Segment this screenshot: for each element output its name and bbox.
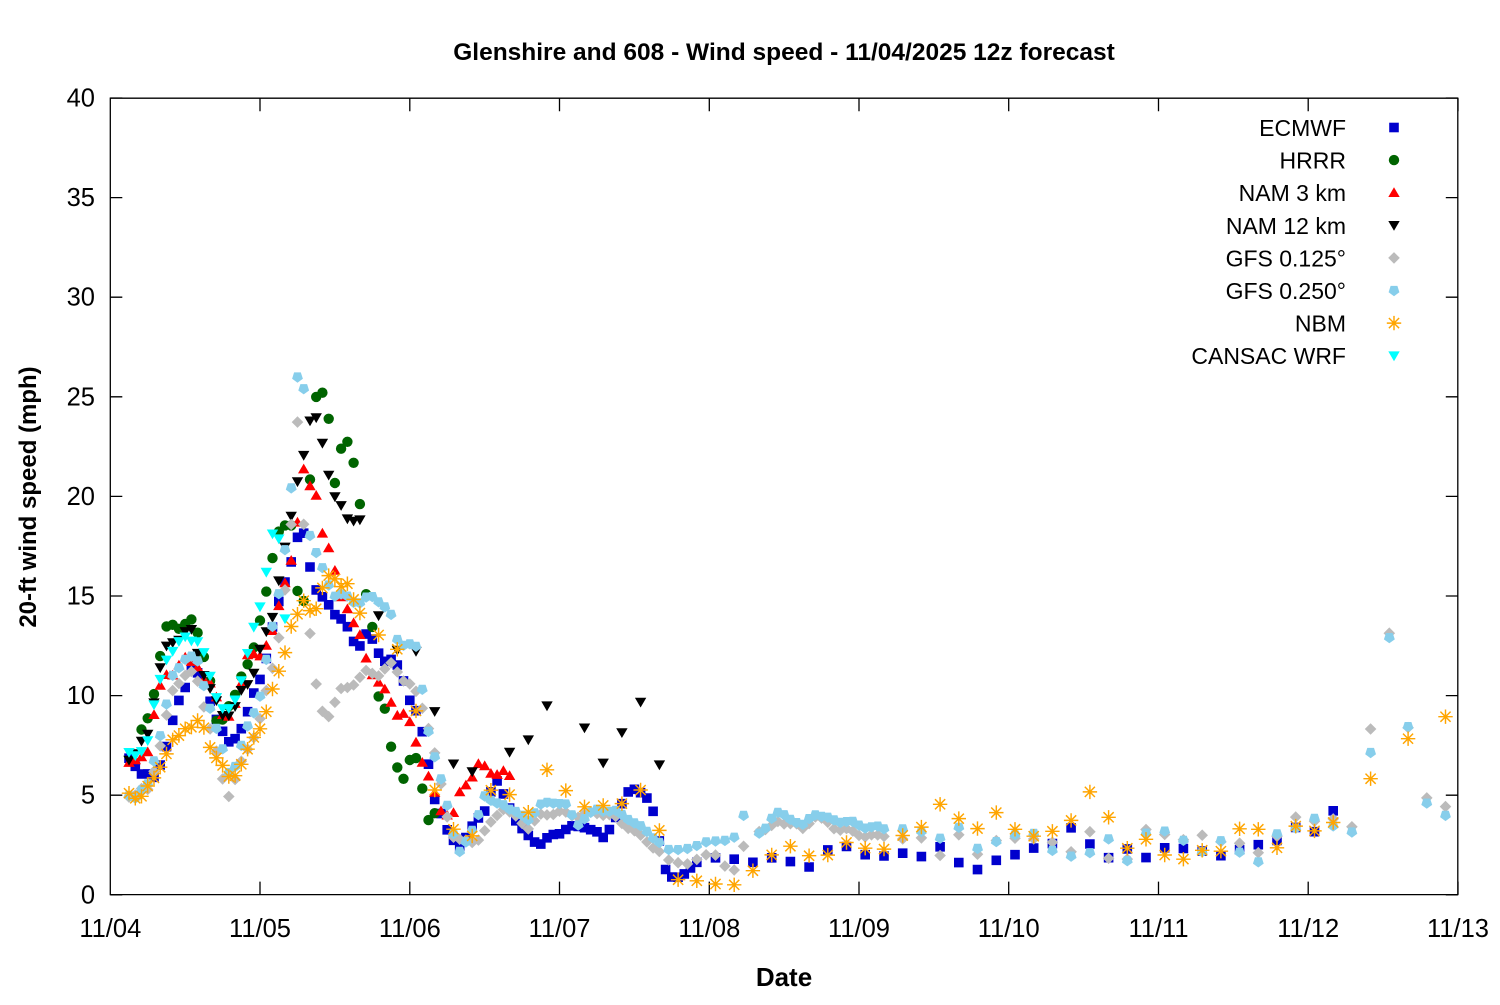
svg-text:11/05: 11/05 bbox=[229, 915, 291, 943]
svg-text:11/09: 11/09 bbox=[828, 915, 890, 943]
svg-text:5: 5 bbox=[81, 782, 95, 810]
svg-text:10: 10 bbox=[67, 682, 95, 710]
svg-text:0: 0 bbox=[81, 881, 95, 909]
svg-text:25: 25 bbox=[67, 383, 95, 411]
svg-text:11/11: 11/11 bbox=[1128, 915, 1188, 943]
svg-text:11/12: 11/12 bbox=[1277, 915, 1339, 943]
svg-text:Glenshire and 608 - Wind speed: Glenshire and 608 - Wind speed - 11/04/2… bbox=[453, 39, 1115, 66]
svg-text:NAM 12 km: NAM 12 km bbox=[1226, 213, 1346, 239]
svg-text:GFS 0.250°: GFS 0.250° bbox=[1226, 278, 1346, 304]
svg-text:ECMWF: ECMWF bbox=[1259, 115, 1346, 141]
svg-text:11/10: 11/10 bbox=[978, 915, 1040, 943]
svg-text:40: 40 bbox=[67, 85, 95, 113]
svg-text:15: 15 bbox=[67, 583, 95, 611]
svg-text:20: 20 bbox=[67, 483, 95, 511]
svg-text:11/08: 11/08 bbox=[678, 915, 740, 943]
svg-text:35: 35 bbox=[67, 184, 95, 212]
svg-text:20-ft wind speed (mph): 20-ft wind speed (mph) bbox=[15, 366, 42, 627]
svg-text:Date: Date bbox=[756, 962, 812, 992]
svg-text:CANSAC WRF: CANSAC WRF bbox=[1191, 343, 1346, 369]
svg-text:NAM 3 km: NAM 3 km bbox=[1239, 180, 1346, 206]
svg-text:NBM: NBM bbox=[1295, 311, 1346, 337]
svg-text:11/06: 11/06 bbox=[379, 915, 441, 943]
svg-text:HRRR: HRRR bbox=[1280, 148, 1346, 174]
svg-text:11/13: 11/13 bbox=[1427, 915, 1489, 943]
svg-text:GFS 0.125°: GFS 0.125° bbox=[1226, 245, 1346, 271]
svg-text:11/07: 11/07 bbox=[529, 915, 591, 943]
svg-text:30: 30 bbox=[67, 284, 95, 312]
svg-text:11/04: 11/04 bbox=[79, 915, 141, 943]
